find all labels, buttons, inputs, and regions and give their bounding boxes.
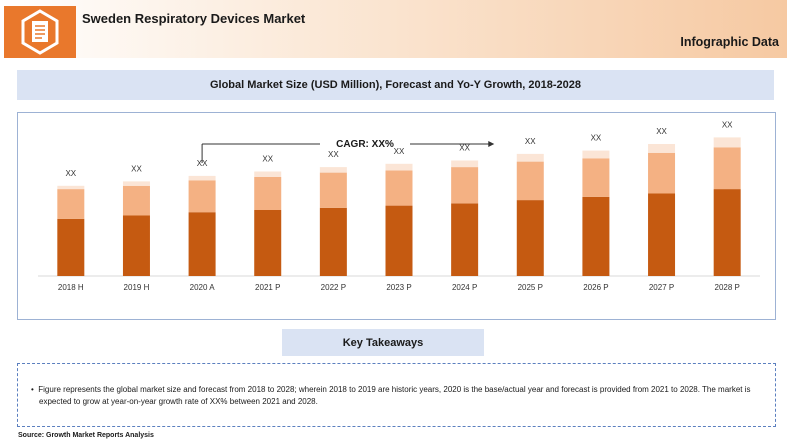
key-takeaways-panel: • Figure represents the global market si… <box>17 363 776 427</box>
bar-segment <box>57 218 85 276</box>
chart-title: Global Market Size (USD Million), Foreca… <box>17 70 774 100</box>
data-label: XX <box>525 137 536 146</box>
data-label: XX <box>459 144 470 153</box>
bar-segment <box>57 185 85 190</box>
bar-segment <box>648 152 676 194</box>
bar-segment <box>451 203 479 276</box>
bar-segment <box>385 170 413 206</box>
bar-segment <box>122 181 150 186</box>
bar-segment <box>254 210 282 276</box>
bar-segment <box>122 215 150 276</box>
data-label: XX <box>656 127 667 136</box>
bar-segment <box>254 171 282 177</box>
logo <box>4 6 76 58</box>
bar-segment <box>582 196 610 276</box>
header-band <box>0 0 787 58</box>
bar-segment <box>648 193 676 276</box>
bar-chart: XX 2018 H XX 2019 H XX 2020 A XX 2021 P XX 2022 P… <box>38 120 760 292</box>
x-tick-label: 2019 H <box>124 283 150 292</box>
bar-segment <box>516 153 544 162</box>
bar-segment <box>713 147 741 190</box>
bar-segment <box>713 137 741 148</box>
bar-segment <box>319 207 347 276</box>
x-tick-label: 2028 P <box>715 283 740 292</box>
x-tick-label: 2021 P <box>255 283 280 292</box>
header-category-label: Infographic Data <box>680 35 779 49</box>
bar-segment <box>319 172 347 208</box>
page-title: Sweden Respiratory Devices Market <box>82 11 306 26</box>
bar-segment <box>254 177 282 210</box>
chart-frame: XX 2018 H XX 2019 H XX 2020 A XX 2021 P XX 2022 P… <box>17 112 776 320</box>
bar-segment <box>385 163 413 171</box>
x-tick-label: 2027 P <box>649 283 674 292</box>
bar-segment <box>516 161 544 201</box>
data-label: XX <box>328 150 339 159</box>
bar-segment <box>188 212 216 276</box>
document-icon <box>21 9 59 55</box>
data-label: XX <box>131 164 142 173</box>
takeaway-bullet: • Figure represents the global market si… <box>31 385 751 406</box>
bar-segment <box>648 144 676 153</box>
bar-segment <box>319 167 347 173</box>
cagr-annotation: CAGR: XX% <box>336 139 394 150</box>
bar-segment <box>582 150 610 159</box>
bar-segment <box>188 180 216 213</box>
bar-segment <box>188 175 216 181</box>
bar-segment <box>451 160 479 168</box>
data-label: XX <box>65 169 76 178</box>
bar-segment <box>122 185 150 216</box>
x-tick-label: 2024 P <box>452 283 477 292</box>
bar-segment <box>516 200 544 276</box>
data-label: XX <box>722 120 733 129</box>
bar-segment <box>582 158 610 197</box>
x-tick-label: 2026 P <box>583 283 608 292</box>
bar-segment <box>57 189 85 219</box>
cagr-arrow-head <box>488 141 495 147</box>
data-label: XX <box>591 134 602 143</box>
bar-segment <box>385 205 413 276</box>
bar-segment <box>451 167 479 204</box>
bar-segment <box>713 189 741 276</box>
x-tick-label: 2023 P <box>386 283 411 292</box>
x-tick-label: 2020 A <box>190 283 216 292</box>
data-label: XX <box>197 159 208 168</box>
x-tick-label: 2025 P <box>518 283 543 292</box>
data-label: XX <box>394 147 405 156</box>
x-tick-label: 2022 P <box>321 283 346 292</box>
source-note: Source: Growth Market Reports Analysis <box>18 432 154 439</box>
key-takeaways-heading: Key Takeaways <box>282 329 484 356</box>
data-label: XX <box>262 155 273 164</box>
x-tick-label: 2018 H <box>58 283 84 292</box>
takeaway-bullet-text: Figure represents the global market size… <box>38 385 751 406</box>
